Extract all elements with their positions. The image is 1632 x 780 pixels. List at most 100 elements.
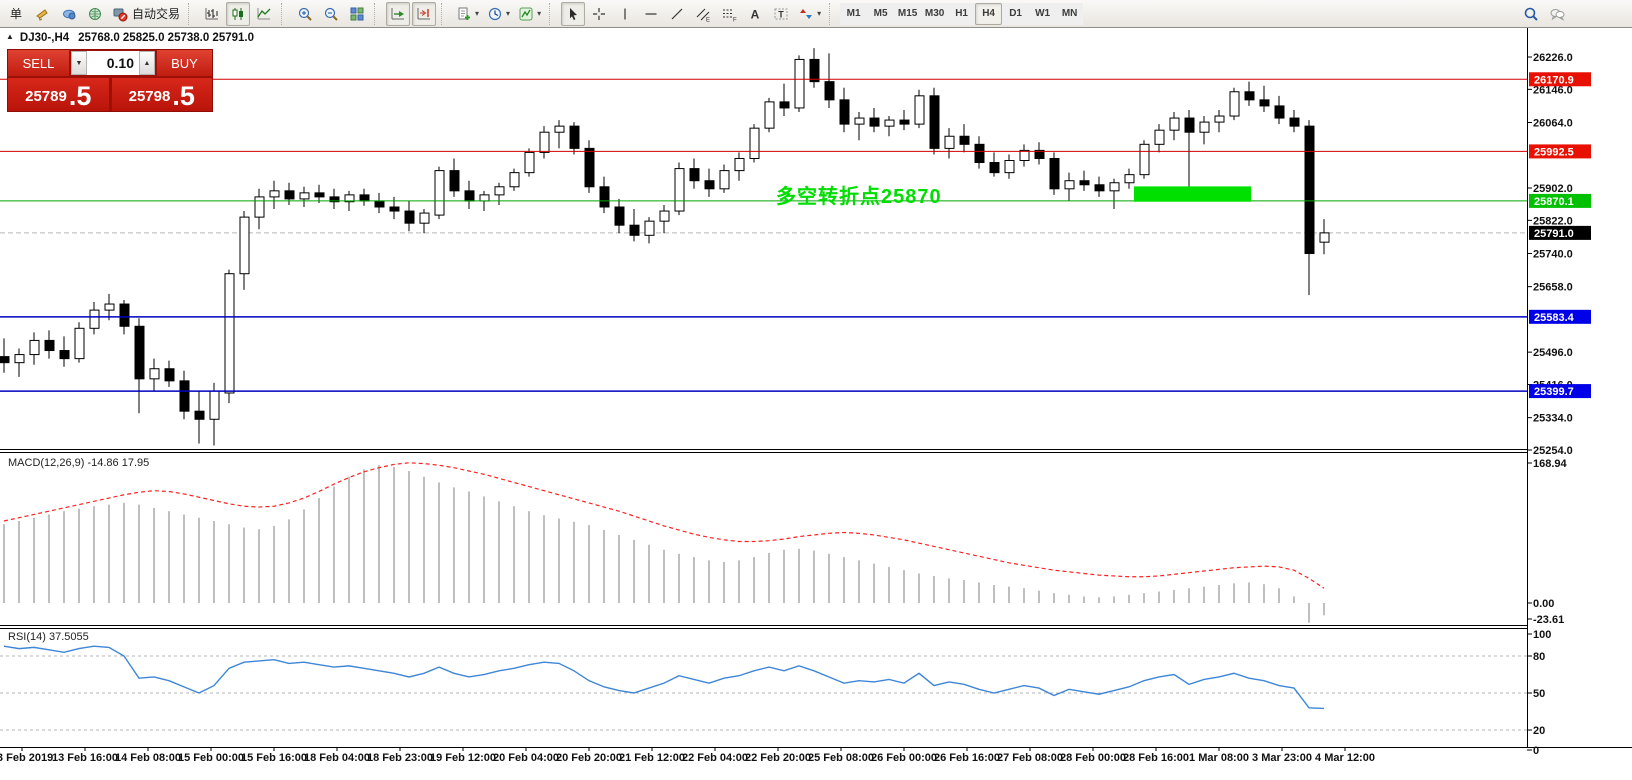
horn-icon — [35, 6, 51, 22]
volume-control: ▼ 0.10 ▲ — [70, 50, 156, 76]
time-axis-label: 13 Feb 16:00 — [52, 752, 118, 764]
vertical-line-button[interactable] — [613, 2, 637, 26]
time-axis-label: 15 Feb 16:00 — [241, 752, 307, 764]
trendline-button[interactable] — [665, 2, 689, 26]
zoom-out-button[interactable] — [319, 2, 343, 26]
candles-layer — [0, 48, 1330, 446]
rsi-indicator-label: RSI(14) 37.5055 — [8, 631, 89, 643]
horizontal-line-button[interactable] — [639, 2, 663, 26]
sell-price-main: 25789 — [25, 88, 67, 105]
cursor-button[interactable] — [561, 1, 586, 26]
rsi-axis-label: 20 — [1533, 725, 1545, 737]
dropdown-caret-icon: ▾ — [537, 9, 542, 18]
vline-icon — [617, 6, 633, 22]
new-order-button-label: 单 — [10, 7, 23, 21]
svg-text:25992.5: 25992.5 — [1534, 146, 1574, 158]
price-chart-canvas[interactable]: 26226.0 26146.0 26064.0 25902.0 25822.0 25740… — [0, 28, 1632, 780]
search-button[interactable] — [1519, 2, 1543, 26]
price-axis-label: 25334.0 — [1533, 413, 1573, 425]
auto-scroll-button[interactable] — [386, 1, 411, 26]
timeframe-m30-button[interactable]: M30 — [921, 2, 949, 25]
time-axis-label: 27 Feb 08:00 — [997, 752, 1063, 764]
svg-text:26170.9: 26170.9 — [1534, 74, 1574, 86]
new-order-button[interactable]: 单 — [3, 2, 29, 26]
time-axis-label: 20 Feb 20:00 — [556, 752, 622, 764]
svg-text:A: A — [751, 7, 760, 21]
macd-axis-label: 168.94 — [1533, 458, 1568, 470]
time-axis-label: 13 Feb 2019 — [0, 752, 53, 764]
candlestick-chart-button[interactable] — [226, 1, 251, 26]
macd-axis-label: 0.00 — [1533, 598, 1554, 610]
toolbar-separator — [829, 2, 836, 25]
channel-button[interactable]: E — [691, 2, 715, 26]
chat-button[interactable] — [1545, 2, 1569, 26]
bars-icon — [204, 6, 220, 22]
zoom-in-button[interactable] — [293, 2, 317, 26]
symbol-period: DJ30-,H4 — [19, 32, 70, 44]
timeframe-h4-button[interactable]: H4 — [975, 2, 1003, 25]
rsi-line — [3, 645, 1325, 710]
new-chart-button[interactable]: ▾ — [453, 2, 482, 26]
tile-windows-button[interactable] — [345, 2, 369, 26]
panel-collapse-arrow[interactable]: ▲ — [6, 32, 14, 41]
volume-increase-button[interactable]: ▲ — [139, 51, 155, 75]
timeframe-m5-button[interactable]: M5 — [867, 2, 895, 25]
text-label-button[interactable]: T — [769, 2, 793, 26]
arrows-button[interactable]: ▾ — [795, 2, 824, 26]
time-axis-label: 20 Feb 04:00 — [493, 752, 559, 764]
autotrade-icon — [112, 6, 128, 22]
hline-icon — [643, 6, 659, 22]
price-axis-label: 25740.0 — [1533, 249, 1573, 261]
crosshair-button[interactable] — [587, 2, 611, 26]
toolbar-separator — [374, 2, 381, 25]
chart-title: ▲ DJ30-,H4 25768.0 25825.0 25738.0 25791.0 — [6, 32, 254, 44]
svg-text:25399.7: 25399.7 — [1534, 386, 1574, 398]
clock-icon — [487, 6, 503, 22]
time-axis-label: 18 Feb 23:00 — [367, 752, 433, 764]
timeframe-m15-button[interactable]: M15 — [894, 2, 922, 25]
fibonacci-button[interactable]: F — [717, 2, 741, 26]
timeframe-w1-button[interactable]: W1 — [1029, 2, 1057, 25]
community-button[interactable] — [57, 2, 81, 26]
svg-text:25583.4: 25583.4 — [1534, 312, 1575, 324]
timeframe-mn-button[interactable]: MN — [1056, 2, 1084, 25]
text-button[interactable]: A — [743, 2, 767, 26]
zoomin-icon — [297, 6, 313, 22]
pivot-annotation-text[interactable]: 多空转折点25870 — [776, 186, 942, 208]
dropdown-caret-icon: ▾ — [506, 9, 511, 18]
crosshair-icon — [591, 6, 607, 22]
textA-icon: A — [747, 6, 763, 22]
time-axis-label: 1 Mar 08:00 — [1189, 752, 1249, 764]
channel-icon: E — [695, 6, 711, 22]
time-axis-label: 22 Feb 04:00 — [682, 752, 748, 764]
sell-price-pips: .5 — [68, 81, 92, 112]
chart-shift-button[interactable] — [412, 1, 437, 26]
timeframe-m1-button[interactable]: M1 — [840, 2, 868, 25]
price-badge — [1529, 384, 1591, 399]
buy-price[interactable]: 25798 .5 — [111, 78, 212, 111]
arrows-icon — [798, 6, 814, 22]
volume-input[interactable]: 0.10 — [106, 55, 134, 71]
market-watch-button[interactable] — [83, 2, 107, 26]
periods-button[interactable]: ▾ — [484, 2, 513, 26]
buy-price-main: 25798 — [128, 88, 171, 105]
timeframe-d1-button[interactable]: D1 — [1002, 2, 1030, 25]
line-chart-button[interactable] — [252, 2, 276, 26]
indicators-button[interactable]: ▾ — [515, 2, 544, 26]
sell-button[interactable]: SELL — [8, 50, 70, 76]
timeframe-h1-button[interactable]: H1 — [948, 2, 976, 25]
bar-chart-button[interactable] — [200, 2, 224, 26]
volume-decrease-button[interactable]: ▼ — [71, 51, 87, 75]
alert-button[interactable] — [31, 2, 55, 26]
globe-icon — [87, 6, 103, 22]
buy-button[interactable]: BUY — [156, 50, 212, 76]
sell-price[interactable]: 25789 .5 — [8, 78, 109, 111]
chart-area[interactable]: 26226.0 26146.0 26064.0 25902.0 25822.0 25740… — [0, 28, 1632, 780]
indicators-icon — [518, 6, 534, 22]
macd-indicator-label: MACD(12,26,9) -14.86 17.95 — [8, 457, 150, 469]
time-axis-label: 15 Feb 00:00 — [178, 752, 244, 764]
autotrading-button[interactable]: 自动交易 — [109, 2, 183, 26]
one-click-trading-panel: SELL ▼ 0.10 ▲ BUY 25789 .5 25798 .5 — [7, 49, 213, 112]
svg-text:25791.0: 25791.0 — [1534, 228, 1574, 240]
